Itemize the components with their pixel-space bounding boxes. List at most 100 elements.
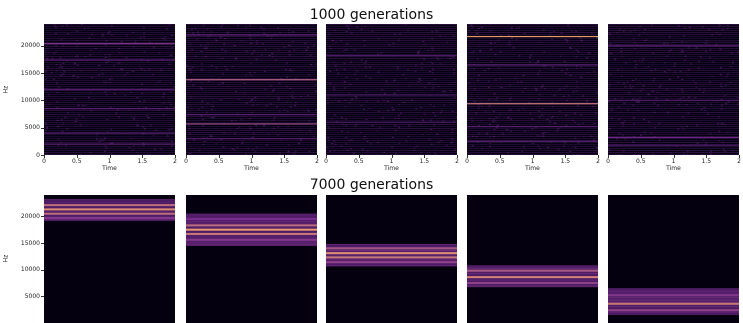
noise-speck bbox=[489, 145, 492, 147]
noise-speck bbox=[47, 94, 50, 96]
noise-speck bbox=[248, 118, 251, 120]
noise-speck bbox=[451, 141, 454, 143]
noise-speck bbox=[590, 135, 593, 137]
noise-row bbox=[186, 28, 317, 29]
noise-row bbox=[326, 146, 457, 147]
spectrogram-panel-top-5 bbox=[608, 24, 739, 155]
noise-speck bbox=[718, 116, 721, 118]
noise-row bbox=[44, 70, 175, 71]
noise-speck bbox=[427, 49, 430, 51]
noise-speck bbox=[479, 50, 482, 52]
noise-speck bbox=[703, 89, 706, 91]
noise-speck bbox=[681, 79, 684, 81]
noise-speck bbox=[294, 150, 297, 152]
noise-speck bbox=[223, 132, 226, 134]
noise-row bbox=[608, 52, 739, 53]
noise-speck bbox=[250, 42, 253, 44]
noise-row bbox=[326, 50, 457, 51]
noise-speck bbox=[632, 86, 635, 88]
noise-speck bbox=[417, 81, 420, 83]
noise-speck bbox=[570, 47, 573, 49]
noise-speck bbox=[446, 41, 449, 43]
noise-speck bbox=[542, 29, 545, 31]
noise-speck bbox=[309, 54, 312, 56]
noise-row bbox=[44, 72, 175, 73]
energy-stripe bbox=[467, 265, 598, 267]
noise-speck bbox=[709, 49, 712, 51]
noise-speck bbox=[643, 39, 646, 41]
noise-speck bbox=[154, 148, 157, 150]
noise-speck bbox=[286, 111, 289, 113]
noise-speck bbox=[347, 131, 350, 133]
noise-speck bbox=[449, 90, 452, 92]
noise-speck bbox=[683, 153, 686, 155]
noise-speck bbox=[116, 109, 119, 111]
noise-speck bbox=[104, 150, 107, 152]
noise-speck bbox=[392, 109, 395, 111]
noise-speck bbox=[84, 104, 87, 106]
noise-row bbox=[326, 86, 457, 87]
noise-speck bbox=[397, 39, 400, 41]
x-tick-mark bbox=[424, 155, 426, 158]
noise-speck bbox=[431, 68, 434, 70]
noise-speck bbox=[251, 53, 254, 55]
noise-speck bbox=[414, 64, 417, 66]
noise-speck bbox=[397, 114, 400, 116]
noise-speck bbox=[455, 25, 457, 27]
noise-row bbox=[467, 136, 598, 137]
noise-speck bbox=[149, 124, 152, 126]
noise-speck bbox=[414, 71, 417, 73]
noise-row bbox=[467, 32, 598, 33]
noise-speck bbox=[353, 152, 356, 154]
harmonic-band-2 bbox=[326, 252, 457, 255]
harmonic-band-4 bbox=[608, 144, 739, 146]
noise-speck bbox=[250, 74, 253, 76]
noise-speck bbox=[398, 142, 401, 144]
noise-speck bbox=[359, 131, 362, 133]
noise-row bbox=[326, 88, 457, 89]
noise-row bbox=[186, 56, 317, 57]
noise-speck bbox=[487, 80, 490, 82]
noise-speck bbox=[140, 68, 143, 70]
noise-speck bbox=[487, 68, 490, 70]
noise-speck bbox=[334, 144, 337, 146]
noise-row bbox=[467, 46, 598, 47]
noise-row bbox=[44, 88, 175, 89]
noise-speck bbox=[250, 62, 253, 64]
noise-speck bbox=[721, 123, 724, 125]
noise-speck bbox=[724, 85, 727, 87]
noise-speck bbox=[249, 101, 252, 103]
noise-speck bbox=[433, 124, 436, 126]
noise-speck bbox=[443, 91, 446, 93]
noise-row bbox=[467, 90, 598, 91]
noise-row bbox=[608, 144, 739, 145]
noise-speck bbox=[294, 105, 297, 107]
noise-speck bbox=[327, 127, 330, 129]
noise-row bbox=[186, 24, 317, 25]
x-tick-label: 1 bbox=[389, 158, 394, 165]
noise-speck bbox=[341, 124, 344, 126]
x-tick-label: 0.5 bbox=[213, 158, 224, 165]
noise-speck bbox=[287, 150, 290, 152]
noise-speck bbox=[128, 147, 131, 149]
noise-row bbox=[608, 40, 739, 41]
noise-speck bbox=[608, 84, 611, 86]
noise-speck bbox=[499, 141, 502, 143]
noise-speck bbox=[621, 122, 624, 124]
noise-speck bbox=[76, 76, 79, 78]
noise-speck bbox=[512, 47, 515, 49]
noise-speck bbox=[695, 47, 698, 49]
noise-row bbox=[467, 38, 598, 39]
noise-speck bbox=[477, 79, 480, 81]
noise-speck bbox=[718, 33, 721, 35]
noise-speck bbox=[697, 67, 700, 69]
noise-speck bbox=[625, 62, 628, 64]
noise-speck bbox=[377, 38, 380, 40]
noise-speck bbox=[188, 128, 191, 130]
noise-speck bbox=[169, 103, 172, 105]
noise-speck bbox=[635, 63, 638, 65]
noise-speck bbox=[423, 44, 426, 46]
noise-speck bbox=[89, 49, 92, 51]
noise-speck bbox=[619, 154, 622, 155]
noise-speck bbox=[130, 88, 133, 90]
